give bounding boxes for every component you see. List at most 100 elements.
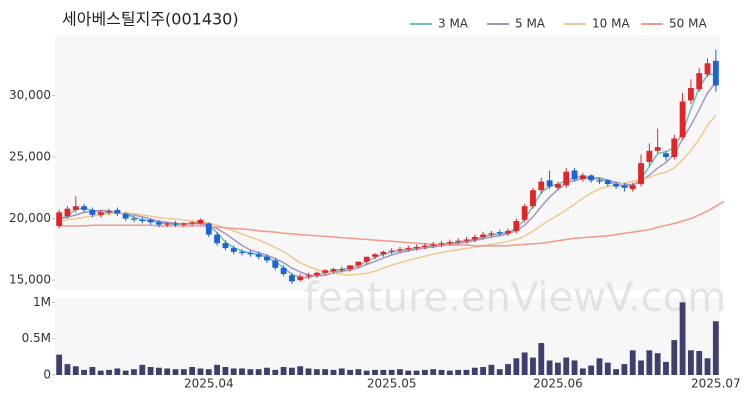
volume-bar — [712, 321, 719, 375]
legend-label: 3 MA — [438, 17, 469, 31]
volume-bar — [72, 366, 79, 375]
candle-body — [89, 209, 96, 215]
volume-bar — [696, 351, 703, 375]
candle-body — [413, 246, 420, 249]
candle-body — [139, 219, 146, 222]
candle-body — [247, 253, 254, 255]
volume-bar — [679, 302, 686, 375]
volume-bar — [288, 367, 295, 375]
candle-body — [189, 222, 196, 224]
candle-body — [629, 185, 636, 189]
volume-bar — [322, 369, 329, 375]
volume-bar — [131, 369, 137, 375]
volume-bar — [347, 369, 354, 375]
candle-body — [64, 208, 71, 217]
candle-body — [380, 251, 387, 255]
candle-body — [596, 180, 603, 182]
volume-bar — [330, 369, 337, 375]
volume-bar — [106, 369, 112, 375]
volume-bar — [579, 368, 586, 375]
candle-body — [455, 240, 462, 242]
volume-bar — [671, 340, 678, 375]
candle-body — [687, 87, 694, 101]
candle-body — [671, 138, 678, 157]
candle-body — [347, 265, 354, 270]
candle-body — [704, 63, 711, 75]
candle-body — [679, 101, 686, 138]
volume-bar — [97, 370, 104, 375]
candle-body — [97, 212, 104, 215]
volume-bar — [530, 357, 536, 375]
volume-bar — [305, 368, 312, 375]
x-tick-label: 2025.07 — [691, 377, 741, 391]
volume-bar — [471, 367, 478, 375]
candle-body — [106, 211, 112, 213]
volume-bar — [338, 368, 345, 375]
candle-body — [363, 256, 370, 262]
y-tick-label: 20,000 — [9, 211, 51, 225]
candle-body — [313, 272, 320, 276]
candle-body — [388, 250, 395, 252]
candle-body — [663, 153, 669, 157]
volume-bar — [663, 361, 669, 375]
volume-bar — [588, 365, 595, 375]
volume-bar — [496, 369, 503, 375]
volume-bar — [122, 370, 129, 375]
volume-bar — [114, 368, 121, 375]
volume-bar — [446, 370, 453, 375]
volume-bar — [571, 360, 578, 375]
volume-bar — [613, 369, 620, 375]
chart-title: 세아베스틸지주(001430) — [62, 10, 239, 29]
volume-bar — [538, 343, 545, 375]
ma-line — [59, 114, 717, 276]
volume-bar — [421, 369, 428, 375]
volume-bar — [239, 368, 245, 375]
candle-body — [180, 223, 187, 225]
candle-body — [571, 170, 578, 180]
watermark: feature.enViewV.com — [304, 275, 726, 321]
volume-bar — [629, 350, 636, 375]
candle-body — [272, 260, 279, 268]
volume-bar — [638, 360, 644, 375]
volume-bar — [546, 360, 553, 375]
volume-bar — [172, 369, 179, 375]
candle-body — [405, 248, 412, 250]
candle-body — [421, 245, 428, 247]
candle-body — [521, 206, 528, 220]
candle-body — [222, 243, 229, 249]
volume-bar — [505, 364, 511, 375]
candle-body — [264, 256, 270, 261]
candle-body — [613, 184, 620, 187]
legend-label: 5 MA — [515, 17, 546, 31]
candle-body — [280, 267, 287, 274]
x-tick-label: 2025.06 — [533, 377, 583, 391]
y-tick-label: 30,000 — [9, 88, 51, 102]
candle-body — [330, 269, 337, 272]
candle-body — [81, 206, 88, 210]
volume-bar — [313, 369, 320, 375]
candle-body — [322, 270, 329, 273]
candle-body — [604, 180, 611, 185]
volume-bar — [363, 370, 370, 375]
candle-body — [496, 232, 503, 234]
candle-body — [230, 248, 237, 252]
candle-body — [172, 223, 179, 225]
candle-body — [712, 60, 719, 86]
y-tick-label: 0.5M — [22, 331, 51, 345]
candle-body — [56, 212, 63, 226]
candle-body — [471, 237, 478, 240]
volume-bar — [646, 350, 653, 375]
volume-bar — [380, 369, 387, 375]
volume-bar — [405, 370, 412, 375]
legend-label: 10 MA — [592, 17, 630, 31]
volume-bar — [554, 362, 561, 375]
candle-body — [546, 180, 553, 187]
candle-body — [646, 150, 653, 162]
candle-body — [505, 230, 511, 234]
candle-body — [72, 206, 79, 210]
candle-body — [513, 221, 520, 231]
volume-bar — [214, 364, 221, 375]
candle-body — [372, 254, 378, 257]
candle-body — [638, 163, 644, 185]
